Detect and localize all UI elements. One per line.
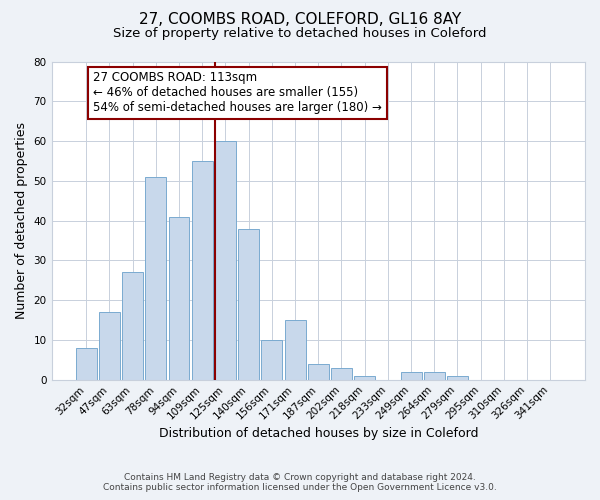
Bar: [169, 216, 190, 380]
Bar: [447, 376, 468, 380]
Bar: [76, 348, 97, 380]
Bar: [99, 312, 120, 380]
Text: Contains HM Land Registry data © Crown copyright and database right 2024.
Contai: Contains HM Land Registry data © Crown c…: [103, 473, 497, 492]
Text: Size of property relative to detached houses in Coleford: Size of property relative to detached ho…: [113, 28, 487, 40]
Bar: [331, 368, 352, 380]
Bar: [145, 177, 166, 380]
Y-axis label: Number of detached properties: Number of detached properties: [15, 122, 28, 319]
Bar: [424, 372, 445, 380]
X-axis label: Distribution of detached houses by size in Coleford: Distribution of detached houses by size …: [158, 427, 478, 440]
Bar: [354, 376, 375, 380]
Bar: [238, 228, 259, 380]
Bar: [262, 340, 283, 380]
Bar: [401, 372, 422, 380]
Text: 27, COOMBS ROAD, COLEFORD, GL16 8AY: 27, COOMBS ROAD, COLEFORD, GL16 8AY: [139, 12, 461, 28]
Bar: [308, 364, 329, 380]
Bar: [215, 141, 236, 380]
Bar: [192, 161, 212, 380]
Bar: [122, 272, 143, 380]
Text: 27 COOMBS ROAD: 113sqm
← 46% of detached houses are smaller (155)
54% of semi-de: 27 COOMBS ROAD: 113sqm ← 46% of detached…: [93, 72, 382, 114]
Bar: [284, 320, 305, 380]
